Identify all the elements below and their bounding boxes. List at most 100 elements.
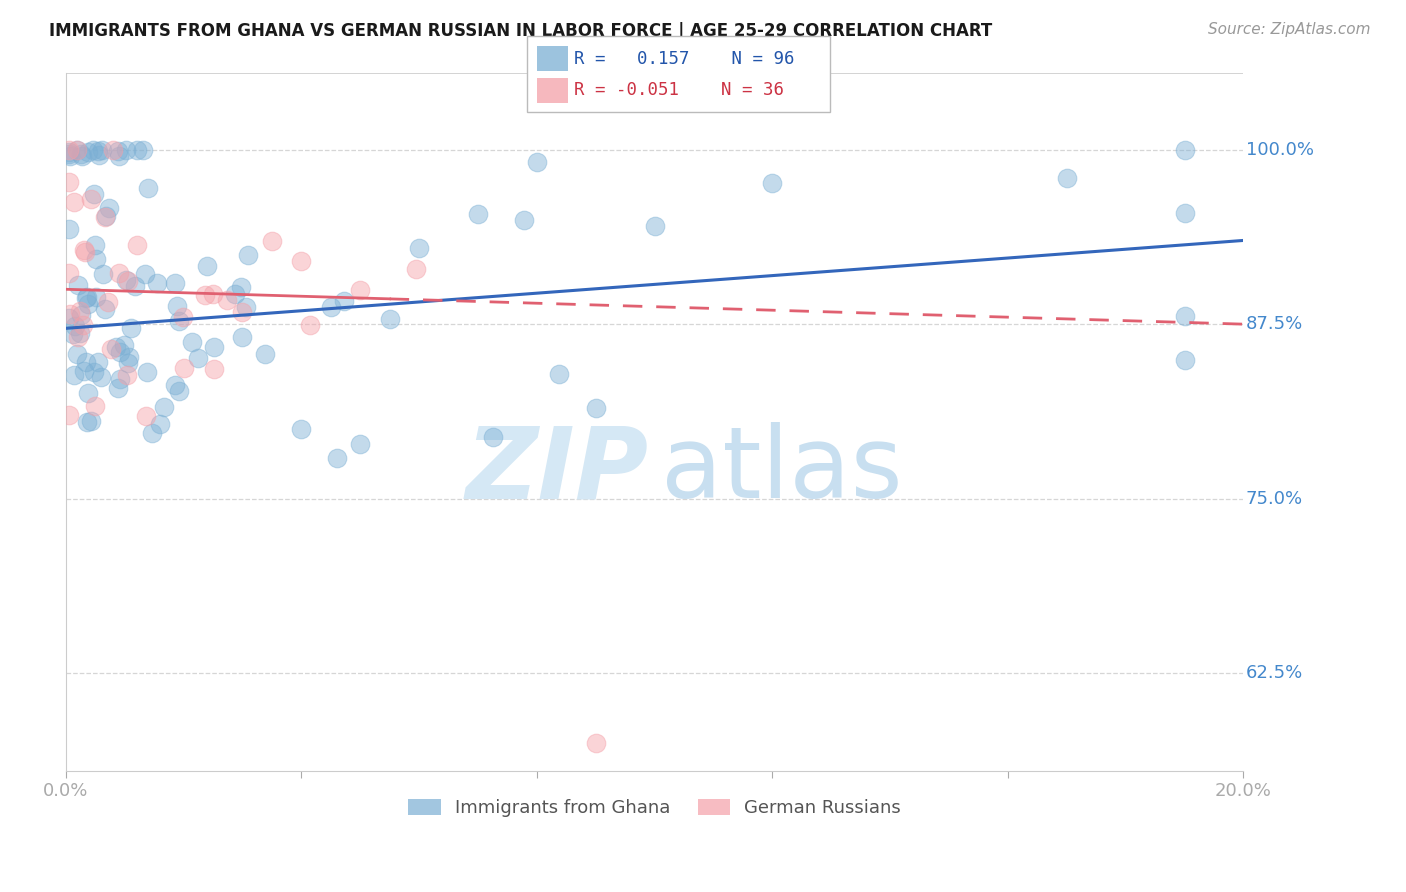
Immigrants from Ghana [108,149,131,163]
Immigrants from Ghana [76,415,98,429]
Immigrants from Ghana [105,340,128,354]
Immigrants from Ghana [1056,171,1078,186]
German Russians [231,305,253,319]
German Russians [100,343,122,357]
Immigrants from Ghana [548,368,571,382]
German Russians [93,211,115,225]
German Russians [73,244,96,258]
Immigrants from Ghana [349,437,371,451]
Immigrants from Ghana [163,378,186,392]
German Russians [62,195,84,210]
German Russians [173,361,195,376]
German Russians [127,238,149,252]
Immigrants from Ghana [76,291,98,305]
Immigrants from Ghana [152,400,174,414]
Immigrants from Ghana [82,143,104,157]
Immigrants from Ghana [69,326,91,340]
Immigrants from Ghana [378,312,401,326]
Immigrants from Ghana [167,314,190,328]
Immigrants from Ghana [149,417,172,431]
German Russians [58,266,80,280]
Immigrants from Ghana [94,209,117,223]
Immigrants from Ghana [107,381,129,395]
Immigrants from Ghana [124,278,146,293]
German Russians [117,368,139,382]
Immigrants from Ghana [319,301,342,315]
Immigrants from Ghana [91,267,114,281]
German Russians [66,143,89,157]
German Russians [202,286,225,301]
Immigrants from Ghana [86,290,108,304]
German Russians [58,143,80,157]
Immigrants from Ghana [69,147,91,161]
Text: 62.5%: 62.5% [1246,664,1303,682]
Immigrants from Ghana [166,299,188,313]
Legend: Immigrants from Ghana, German Russians: Immigrants from Ghana, German Russians [401,792,908,824]
Immigrants from Ghana [98,201,121,215]
Immigrants from Ghana [76,386,98,401]
Immigrants from Ghana [1174,206,1197,220]
German Russians [66,330,89,344]
German Russians [202,362,225,376]
German Russians [260,234,283,248]
Immigrants from Ghana [107,144,129,158]
German Russians [97,294,120,309]
Text: 87.5%: 87.5% [1246,315,1303,333]
Immigrants from Ghana [90,370,112,384]
Text: ZIP: ZIP [465,422,648,519]
Immigrants from Ghana [67,278,90,293]
Text: R = -0.051    N = 36: R = -0.051 N = 36 [574,81,783,99]
Immigrants from Ghana [195,260,218,274]
Immigrants from Ghana [231,280,253,294]
Immigrants from Ghana [108,345,131,359]
Immigrants from Ghana [83,238,105,252]
Immigrants from Ghana [83,365,105,379]
Immigrants from Ghana [75,355,97,369]
German Russians [117,274,139,288]
Text: atlas: atlas [661,422,903,519]
Immigrants from Ghana [58,221,80,235]
Immigrants from Ghana [72,364,94,378]
German Russians [59,307,82,321]
Text: Source: ZipAtlas.com: Source: ZipAtlas.com [1208,22,1371,37]
Immigrants from Ghana [117,356,139,370]
Immigrants from Ghana [254,347,277,361]
Immigrants from Ghana [86,355,108,369]
Text: 75.0%: 75.0% [1246,490,1303,508]
Immigrants from Ghana [467,207,489,221]
Immigrants from Ghana [63,318,86,333]
Immigrants from Ghana [58,149,80,163]
German Russians [72,318,94,332]
Immigrants from Ghana [141,425,163,440]
Immigrants from Ghana [94,302,117,317]
German Russians [58,408,80,422]
Immigrants from Ghana [180,334,202,349]
Immigrants from Ghana [63,368,86,383]
German Russians [298,318,321,332]
Immigrants from Ghana [58,146,80,161]
German Russians [585,736,607,750]
Immigrants from Ghana [58,311,80,326]
Text: 100.0%: 100.0% [1246,141,1313,159]
German Russians [405,262,427,277]
Immigrants from Ghana [135,365,157,379]
Immigrants from Ghana [65,347,87,361]
Immigrants from Ghana [114,273,136,287]
Immigrants from Ghana [118,350,141,364]
Immigrants from Ghana [91,143,114,157]
Immigrants from Ghana [202,340,225,354]
Immigrants from Ghana [187,351,209,366]
Immigrants from Ghana [513,213,536,227]
German Russians [194,288,217,302]
German Russians [101,143,124,157]
Immigrants from Ghana [290,422,312,436]
Immigrants from Ghana [76,290,98,304]
German Russians [58,175,80,189]
Immigrants from Ghana [224,287,246,301]
Immigrants from Ghana [134,267,156,281]
German Russians [290,254,312,268]
German Russians [217,293,239,308]
Immigrants from Ghana [482,430,505,444]
Immigrants from Ghana [70,149,93,163]
German Russians [107,266,129,280]
